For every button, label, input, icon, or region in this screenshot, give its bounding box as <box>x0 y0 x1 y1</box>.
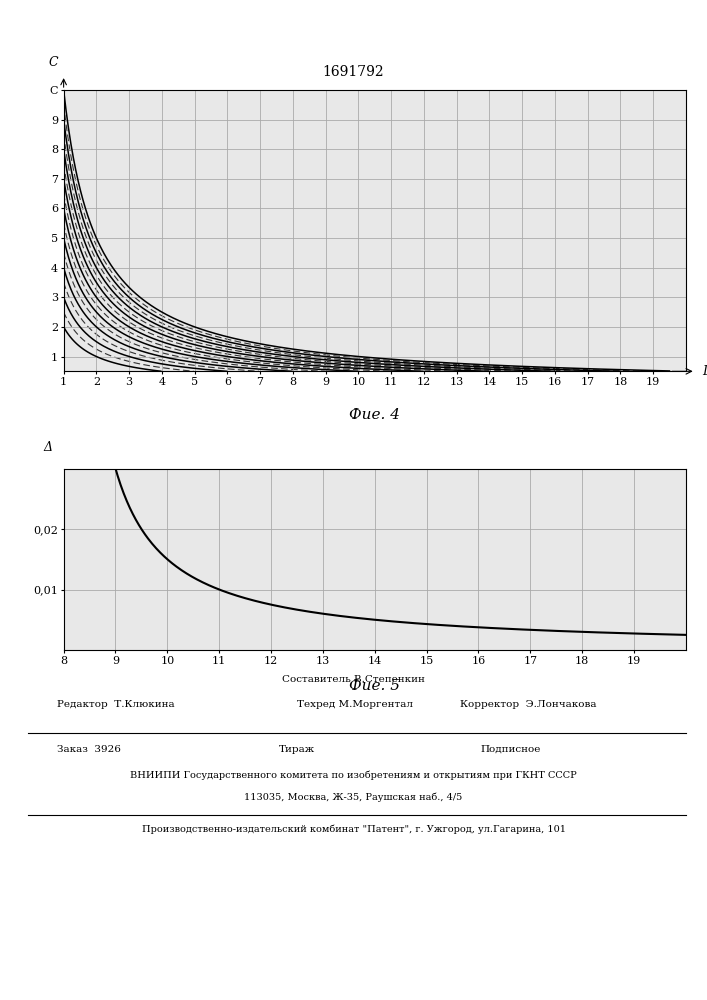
Text: C: C <box>49 56 59 69</box>
Text: Тираж: Тираж <box>279 745 315 754</box>
Text: Техред М.Моргентал: Техред М.Моргентал <box>297 700 413 709</box>
Text: ВНИИПИ Государственного комитета по изобретениям и открытиям при ГКНТ СССР: ВНИИПИ Государственного комитета по изоб… <box>130 770 577 780</box>
Text: Подписное: Подписное <box>481 745 541 754</box>
Text: Δ: Δ <box>44 441 52 454</box>
Text: Фие. 5: Фие. 5 <box>349 679 400 693</box>
Text: 1691792: 1691792 <box>322 65 385 79</box>
Text: 113035, Москва, Ж-35, Раушская наб., 4/5: 113035, Москва, Ж-35, Раушская наб., 4/5 <box>245 792 462 802</box>
Text: Редактор  Т.Клюкина: Редактор Т.Клюкина <box>57 700 174 709</box>
Text: Заказ  3926: Заказ 3926 <box>57 745 120 754</box>
Text: Составитель В.Степенкин: Составитель В.Степенкин <box>282 675 425 684</box>
Text: Корректор  Э.Лончакова: Корректор Э.Лончакова <box>460 700 596 709</box>
Text: L: L <box>702 365 707 378</box>
Text: Производственно-издательский комбинат "Патент", г. Ужгород, ул.Гагарина, 101: Производственно-издательский комбинат "П… <box>141 825 566 834</box>
Text: Фие. 4: Фие. 4 <box>349 408 400 422</box>
